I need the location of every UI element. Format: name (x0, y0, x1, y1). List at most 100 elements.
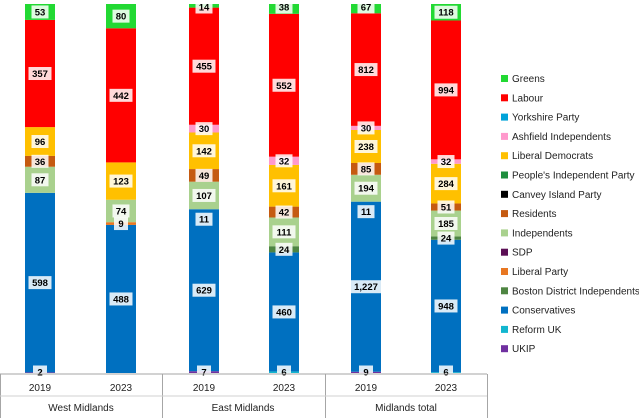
svg-text:598: 598 (32, 278, 48, 289)
tick-label: 2023 (273, 383, 296, 394)
legend-swatch (501, 325, 508, 333)
legend-item-ashfield-independents: Ashfield Independents (501, 132, 611, 143)
svg-text:30: 30 (199, 124, 210, 135)
data-label-liberal-democrats: 142 (192, 144, 216, 158)
svg-text:142: 142 (196, 146, 212, 157)
data-label-liberal-democrats: 123 (109, 174, 133, 188)
svg-text:107: 107 (196, 191, 212, 202)
legend-swatch (501, 345, 508, 353)
legend-label: Canvey Island Party (512, 190, 602, 201)
svg-text:96: 96 (35, 137, 46, 148)
data-label-conservatives: 1,227 (348, 280, 384, 294)
data-label-conservatives: 629 (192, 283, 216, 297)
svg-text:51: 51 (441, 203, 452, 214)
data-label-reform-uk: 6 (439, 365, 453, 379)
legend-item-liberal-party: Liberal Party (501, 267, 568, 278)
legend-swatch (501, 152, 508, 160)
legend-swatch (501, 210, 508, 218)
svg-text:85: 85 (361, 164, 372, 175)
legend-item-boston-district-independents: Boston District Independents (501, 286, 639, 297)
legend-swatch (501, 132, 508, 140)
legend-label: Labour (512, 93, 544, 104)
bars-layer (25, 4, 461, 373)
legend-swatch (501, 113, 508, 121)
data-label-independents: 87 (31, 173, 49, 187)
svg-text:629: 629 (196, 286, 212, 297)
legend-item-people-s-independent-party: People's Independent Party (501, 171, 635, 182)
svg-text:11: 11 (199, 215, 210, 226)
legend-swatch (501, 75, 508, 82)
legend-item-canvey-island-party: Canvey Island Party (501, 190, 602, 201)
legend-label: Yorkshire Party (512, 113, 579, 124)
data-label-residents: 36 (31, 154, 49, 168)
legend-label: Conservatives (512, 306, 575, 317)
data-label-ukip: 9 (359, 365, 373, 379)
svg-text:488: 488 (113, 294, 129, 305)
data-label-labour: 552 (272, 78, 296, 92)
data-label-labour: 994 (434, 83, 458, 97)
legend-item-residents: Residents (501, 209, 556, 220)
data-label-residents: 49 (195, 168, 213, 182)
legend-label: Independents (512, 228, 573, 239)
data-label-labour: 812 (354, 63, 378, 77)
legend-item-sdp: SDP (501, 248, 533, 259)
svg-text:238: 238 (358, 142, 374, 153)
svg-text:14: 14 (199, 3, 210, 14)
legend-item-ukip: UKIP (501, 344, 536, 355)
data-label-liberal-democrats: 96 (31, 135, 49, 149)
tick-label: 2019 (29, 383, 52, 394)
svg-text:2: 2 (37, 368, 42, 379)
legend-label: People's Independent Party (512, 171, 635, 182)
svg-text:994: 994 (438, 85, 455, 96)
data-label-conservatives: 488 (109, 292, 133, 306)
tick-label: 2019 (355, 383, 378, 394)
svg-text:36: 36 (35, 157, 46, 168)
svg-text:11: 11 (361, 207, 372, 218)
svg-text:357: 357 (32, 69, 48, 80)
svg-text:53: 53 (35, 7, 46, 18)
data-label-ashfield-independents: 30 (357, 121, 375, 135)
data-label-labour: 357 (28, 67, 52, 81)
data-label-conservatives: 948 (434, 299, 458, 313)
svg-text:32: 32 (441, 157, 452, 168)
svg-text:812: 812 (358, 65, 374, 76)
svg-text:7: 7 (201, 368, 206, 379)
legend-label: Greens (512, 74, 545, 85)
data-label-liberal-democrats: 161 (272, 179, 296, 193)
data-label-greens: 118 (434, 5, 458, 19)
data-label-conservatives: 598 (28, 276, 52, 290)
svg-text:6: 6 (443, 368, 448, 379)
data-label-ashfield-independents: 32 (275, 154, 293, 168)
data-label-independents: 185 (434, 216, 458, 230)
legend-item-conservatives: Conservatives (501, 306, 575, 317)
data-label-independents: 74 (112, 204, 130, 218)
svg-text:1,227: 1,227 (354, 282, 378, 293)
data-label-labour: 455 (192, 59, 216, 73)
data-label-independents: 107 (192, 188, 216, 202)
legend: Greens Labour Yorkshire Party Ashfield Inde… (501, 74, 639, 355)
svg-text:24: 24 (279, 245, 290, 256)
legend-label: SDP (512, 248, 533, 259)
legend-swatch (501, 94, 508, 102)
svg-text:460: 460 (276, 307, 292, 318)
data-label-boston-district-independents: 24 (437, 231, 455, 245)
data-label-greens: 53 (31, 5, 49, 19)
svg-text:80: 80 (116, 12, 127, 23)
svg-text:111: 111 (277, 227, 293, 238)
data-label-conservatives: 11 (195, 212, 213, 226)
legend-swatch (501, 287, 508, 295)
data-label-greens: 14 (195, 0, 213, 14)
data-label-liberal-democrats: 284 (434, 177, 458, 191)
data-label-residents: 42 (275, 205, 293, 219)
svg-text:6: 6 (281, 368, 286, 379)
legend-item-labour: Labour (501, 93, 544, 104)
legend-item-reform-uk: Reform UK (501, 325, 562, 336)
svg-text:30: 30 (361, 123, 372, 134)
svg-text:284: 284 (438, 179, 455, 190)
data-label-greens: 38 (275, 0, 293, 14)
svg-text:552: 552 (276, 81, 292, 92)
data-label-ukip: 7 (197, 365, 211, 379)
data-label-greens: 67 (357, 0, 375, 14)
svg-text:32: 32 (279, 156, 290, 167)
